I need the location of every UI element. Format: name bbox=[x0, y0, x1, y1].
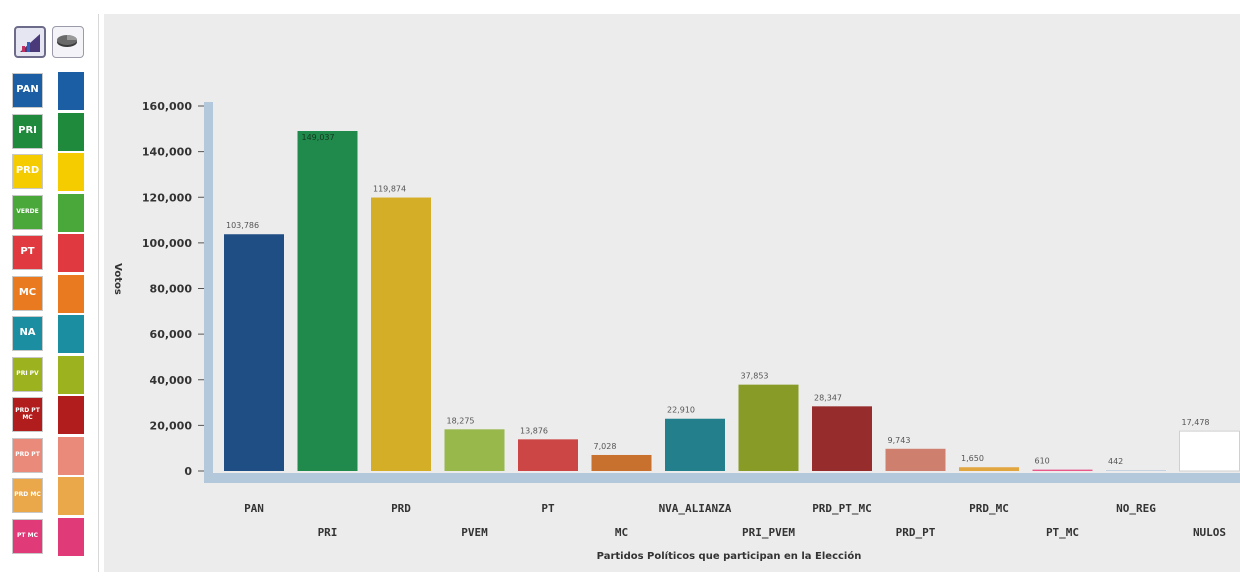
legend-color-swatch bbox=[58, 315, 84, 353]
value-label: 7,028 bbox=[594, 442, 617, 451]
x-tick-label: PRI_PVEM bbox=[742, 526, 795, 539]
legend-color-swatch bbox=[58, 234, 84, 272]
bar-pt_mc bbox=[1032, 469, 1093, 471]
x-tick-label: NO_REG bbox=[1116, 502, 1156, 515]
value-label: 22,910 bbox=[667, 406, 695, 415]
legend-color-swatch bbox=[58, 436, 84, 475]
prd-mc-logo-icon: PRD MC bbox=[12, 478, 43, 513]
bar-chart-view-button[interactable] bbox=[14, 26, 46, 58]
legend-item[interactable]: MC bbox=[8, 274, 90, 313]
x-axis-label: Partidos Políticos que participan en la … bbox=[597, 550, 862, 562]
legend-color-swatch bbox=[58, 274, 84, 313]
legend-item[interactable]: PRD MC bbox=[8, 477, 90, 515]
na-logo-icon: NA bbox=[12, 316, 43, 351]
value-label: 149,037 bbox=[302, 133, 335, 142]
pri-logo-icon: PRI bbox=[12, 113, 43, 149]
x-tick-label: PRI bbox=[318, 526, 338, 539]
x-tick-label: PT bbox=[541, 502, 555, 515]
y-tick-label: 20,000 bbox=[150, 419, 193, 432]
value-label: 17,478 bbox=[1182, 418, 1210, 427]
x-tick-label: NULOS bbox=[1193, 526, 1226, 539]
bar-nulos bbox=[1179, 430, 1240, 472]
x-tick-label: NVA_ALIANZA bbox=[659, 502, 732, 515]
value-label: 610 bbox=[1035, 457, 1050, 466]
pie-chart-view-button[interactable] bbox=[52, 26, 84, 58]
chart-area: 0 20,000 40,000 60,000 80,000 100,000 120,000 1… bbox=[104, 14, 1240, 572]
bar-chart: 0 20,000 40,000 60,000 80,000 100,000 120,000 1… bbox=[112, 100, 1240, 562]
bar-prd bbox=[371, 197, 431, 471]
prd-pt-mc-logo-icon: PRD PT MC bbox=[12, 397, 43, 432]
y-tick-label: 160,000 bbox=[142, 100, 192, 113]
value-label: 442 bbox=[1108, 457, 1123, 466]
value-label: 13,876 bbox=[520, 426, 548, 435]
y-tick-label: 0 bbox=[184, 465, 192, 478]
value-label: 28,347 bbox=[814, 393, 842, 402]
prd-logo-icon: PRD bbox=[12, 154, 43, 189]
x-axis-bar bbox=[204, 473, 1240, 483]
bar-no_reg bbox=[1106, 469, 1166, 471]
bar-mc bbox=[591, 454, 652, 471]
pie-chart-icon bbox=[57, 35, 77, 47]
value-label: 119,874 bbox=[373, 185, 406, 194]
legend-panel: PAN PRI PRD VERDE PT MC NA PRI PV PRD PT MC PRD P… bbox=[8, 14, 99, 572]
x-tick-label: PAN bbox=[244, 502, 264, 515]
pt-logo-icon: PT bbox=[12, 235, 43, 270]
pt-mc-logo-icon: PT MC bbox=[12, 518, 43, 554]
value-label: 103,786 bbox=[226, 221, 259, 230]
y-tick-label: 80,000 bbox=[150, 283, 193, 296]
bar-chart-icon bbox=[20, 34, 40, 52]
x-tick-label: PRD bbox=[391, 502, 411, 515]
mc-logo-icon: MC bbox=[12, 275, 43, 311]
y-tick-label: 40,000 bbox=[150, 374, 193, 387]
legend-item[interactable]: PRD PT bbox=[8, 436, 90, 475]
legend-item[interactable]: NA bbox=[8, 315, 90, 353]
bar-pt bbox=[518, 439, 578, 471]
y-axis-label: Votos bbox=[112, 263, 123, 295]
y-tick-label: 60,000 bbox=[150, 328, 193, 341]
legend-item[interactable]: PAN bbox=[8, 72, 90, 110]
bar-pan bbox=[224, 234, 284, 471]
legend-color-swatch bbox=[58, 355, 84, 394]
pvem-logo-icon: VERDE bbox=[12, 194, 43, 230]
y-tick-label: 140,000 bbox=[142, 146, 192, 159]
x-tick-label: MC bbox=[615, 526, 628, 539]
legend-color-swatch bbox=[58, 477, 84, 515]
legend-item[interactable]: PT MC bbox=[8, 517, 90, 556]
bar-nva_alianza bbox=[665, 418, 725, 471]
legend-item[interactable]: PT bbox=[8, 234, 90, 272]
x-tick-label: PVEM bbox=[461, 526, 488, 539]
value-label: 1,650 bbox=[961, 454, 984, 463]
x-tick-label: PRD_MC bbox=[969, 502, 1009, 515]
legend-color-swatch bbox=[58, 396, 84, 434]
bar-prd_mc bbox=[959, 467, 1019, 471]
y-tick-label: 100,000 bbox=[142, 237, 192, 250]
legend-item[interactable]: PRI PV bbox=[8, 355, 90, 394]
legend-item[interactable]: VERDE bbox=[8, 193, 90, 232]
legend-item[interactable]: PRI bbox=[8, 112, 90, 151]
legend-color-swatch bbox=[58, 153, 84, 191]
x-tick-label: PRD_PT bbox=[896, 526, 936, 539]
legend-color-swatch bbox=[58, 517, 84, 556]
bar-pri_pvem bbox=[738, 384, 799, 471]
value-label: 18,275 bbox=[447, 416, 475, 425]
value-label: 9,743 bbox=[888, 436, 911, 445]
y-axis-bar bbox=[204, 102, 213, 479]
bar-pri bbox=[297, 131, 358, 471]
prd-pt-logo-icon: PRD PT bbox=[12, 437, 43, 473]
x-tick-label: PT_MC bbox=[1046, 526, 1079, 539]
bar-pvem bbox=[444, 429, 505, 471]
legend-item[interactable]: PRD bbox=[8, 153, 90, 191]
pri-pvem-logo-icon: PRI PV bbox=[12, 356, 43, 392]
legend-item[interactable]: PRD PT MC bbox=[8, 396, 90, 434]
bar-prd_pt_mc bbox=[812, 406, 872, 471]
bar-prd_pt bbox=[885, 448, 946, 471]
value-label: 37,853 bbox=[741, 372, 769, 381]
legend-color-swatch bbox=[58, 72, 84, 110]
x-tick-label: PRD_PT_MC bbox=[812, 502, 872, 515]
legend-color-swatch bbox=[58, 112, 84, 151]
y-tick-label: 120,000 bbox=[142, 191, 192, 204]
pan-logo-icon: PAN bbox=[12, 73, 43, 108]
legend-color-swatch bbox=[58, 193, 84, 232]
